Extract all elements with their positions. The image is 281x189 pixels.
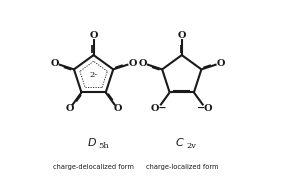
Text: O: O bbox=[139, 59, 147, 68]
Text: O: O bbox=[51, 59, 59, 68]
Text: O: O bbox=[216, 59, 225, 68]
Text: O: O bbox=[65, 104, 74, 113]
Text: O: O bbox=[178, 31, 186, 40]
Text: O: O bbox=[89, 31, 98, 40]
Text: O−: O− bbox=[151, 104, 167, 113]
Text: 5h: 5h bbox=[98, 142, 109, 149]
Text: 2-: 2- bbox=[90, 71, 98, 79]
Text: O: O bbox=[113, 104, 122, 113]
Text: −O: −O bbox=[196, 104, 213, 113]
Text: charge-delocalized form: charge-delocalized form bbox=[53, 164, 134, 170]
Text: 2v: 2v bbox=[187, 142, 196, 149]
Text: charge-localized form: charge-localized form bbox=[146, 164, 218, 170]
Text: $\mathit{C}$: $\mathit{C}$ bbox=[175, 136, 185, 148]
Text: $\mathit{D}$: $\mathit{D}$ bbox=[87, 136, 97, 148]
Text: O: O bbox=[128, 59, 137, 68]
